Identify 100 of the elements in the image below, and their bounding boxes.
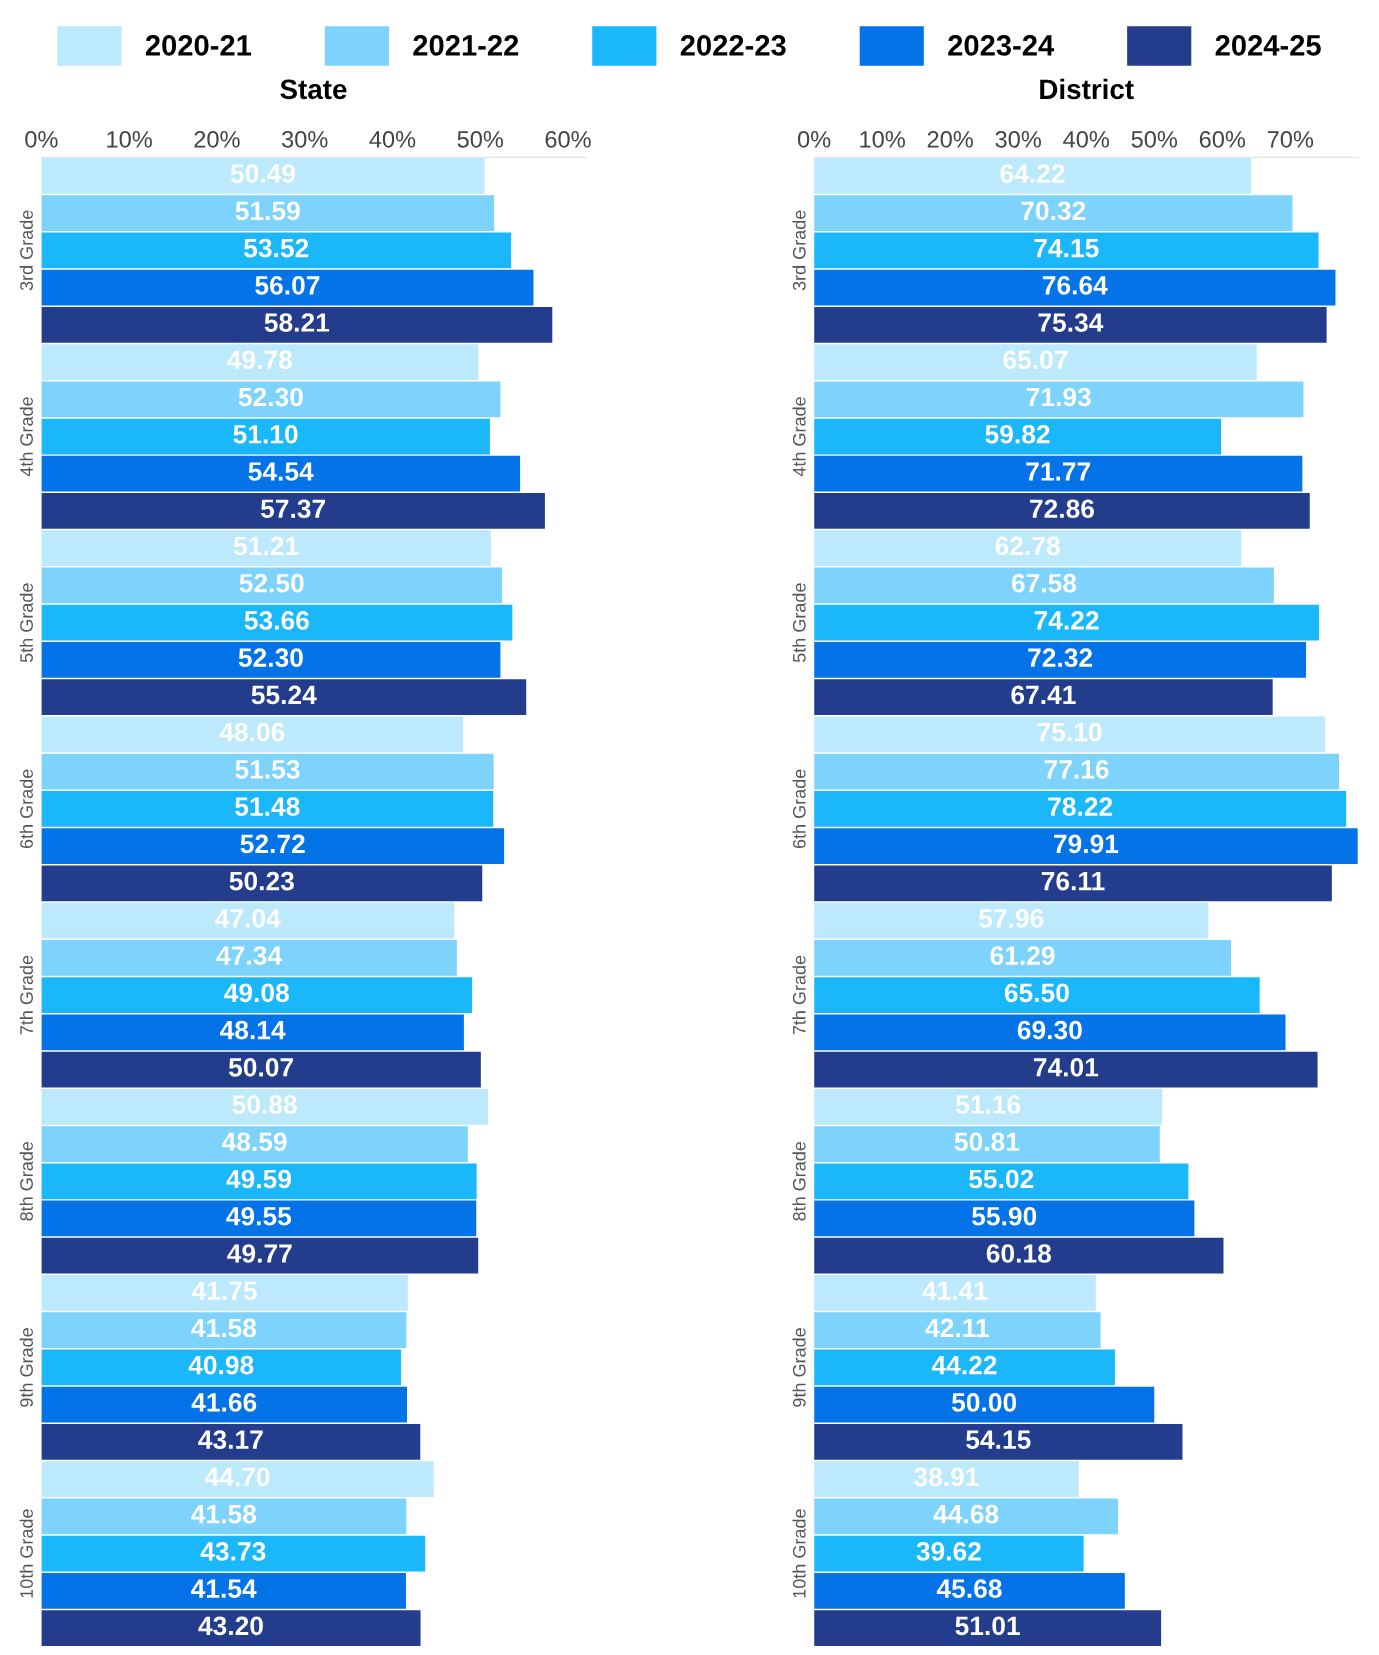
x-tick-label: 60%: [545, 130, 591, 148]
bar: [41, 939, 457, 976]
x-tick-label: 50%: [1131, 130, 1178, 148]
data-label: 41.58: [191, 1504, 257, 1524]
data-label: 45.68: [936, 1579, 1002, 1598]
y-tick-label: 4th Grade: [792, 397, 806, 477]
bar: [814, 604, 1319, 641]
y-tick-label: 5th Grade: [792, 583, 806, 663]
bar: [814, 1312, 1101, 1349]
bar: [814, 567, 1274, 604]
bar: [814, 418, 1222, 455]
bar: [814, 1275, 1096, 1311]
x-tick-label: 20%: [927, 130, 973, 148]
data-label: 79.91: [1054, 834, 1119, 854]
data-label: 41.75: [191, 1281, 257, 1301]
data-label: 50.23: [229, 871, 294, 891]
y-tick-label: 8th Grade: [19, 1141, 33, 1221]
data-label: 51.10: [233, 424, 298, 444]
bar: [814, 1200, 1195, 1237]
data-label: 41.54: [191, 1579, 257, 1598]
x-tick-label: 40%: [1063, 130, 1110, 148]
bar: [41, 1610, 421, 1646]
data-label: 51.01: [955, 1616, 1020, 1636]
data-label: 43.20: [198, 1616, 263, 1636]
y-tick-label: 3rd Grade: [792, 210, 806, 291]
bar: [814, 1572, 1125, 1609]
bar: [41, 1461, 434, 1498]
bar: [41, 157, 485, 194]
data-label: 74.22: [1034, 611, 1099, 630]
bar: [41, 791, 494, 827]
data-label: 52.72: [240, 834, 305, 854]
bar: [41, 306, 553, 343]
bar: [41, 418, 490, 455]
data-label: 54.54: [248, 462, 314, 481]
legend-label: 2022-23: [680, 35, 786, 56]
y-tick-label: 5th Grade: [19, 583, 33, 663]
data-label: 71.77: [1026, 462, 1091, 481]
data-label: 49.59: [226, 1169, 292, 1189]
bar: [814, 828, 1358, 864]
data-label: 52.30: [238, 387, 303, 407]
bar: [814, 865, 1332, 902]
y-tick-label: 7th Grade: [19, 955, 33, 1035]
data-label: 67.41: [1011, 685, 1076, 705]
bar: [814, 1088, 1163, 1125]
data-label: 51.53: [235, 760, 300, 779]
x-tick-label: 30%: [995, 130, 1041, 148]
y-tick-label: 8th Grade: [792, 1141, 806, 1221]
bar: [41, 530, 491, 567]
bar: [41, 567, 503, 604]
bar: [41, 195, 495, 231]
data-label: 55.90: [972, 1206, 1037, 1226]
bar: [814, 1386, 1155, 1423]
bar: [41, 642, 501, 678]
data-label: 65.07: [1003, 350, 1068, 370]
data-label: 39.62: [916, 1542, 981, 1561]
bar: [41, 455, 521, 492]
data-label: 52.50: [239, 573, 304, 593]
data-label: 61.29: [990, 946, 1055, 965]
data-label: 41.66: [191, 1393, 257, 1412]
data-label: 57.96: [979, 908, 1044, 928]
x-tick-label: 0%: [797, 130, 831, 148]
data-label: 47.04: [215, 908, 281, 928]
data-label: 55.24: [251, 685, 317, 705]
data-label: 50.07: [228, 1057, 293, 1077]
data-label: 76.11: [1041, 871, 1105, 891]
data-label: 51.21: [233, 536, 299, 556]
y-tick-label: 3rd Grade: [19, 210, 33, 291]
bar: [814, 1163, 1189, 1200]
bar: [41, 1237, 479, 1274]
data-label: 65.50: [1004, 983, 1069, 1003]
data-label: 50.49: [230, 164, 295, 183]
bar: [41, 1386, 408, 1423]
x-tick-label: 0%: [25, 130, 58, 148]
data-label: 50.00: [951, 1393, 1017, 1412]
data-label: 78.22: [1048, 797, 1113, 816]
bar: [41, 679, 527, 716]
x-tick-label: 20%: [194, 130, 240, 148]
data-label: 41.41: [922, 1281, 988, 1300]
bar: [41, 604, 513, 641]
data-label: 55.02: [969, 1169, 1034, 1189]
data-label: 58.21: [264, 313, 330, 332]
y-tick-label: 9th Grade: [19, 1328, 33, 1407]
y-tick-label: 10th Grade: [792, 1509, 806, 1598]
bar: [41, 1312, 407, 1349]
bar: [814, 791, 1347, 827]
x-tick-label: 10%: [107, 130, 152, 148]
bar: [41, 1163, 477, 1200]
bar: [41, 1088, 488, 1125]
bar: [814, 1498, 1119, 1535]
bar: [814, 679, 1273, 716]
data-label: 64.22: [1000, 164, 1065, 183]
bar: [814, 1424, 1183, 1460]
data-label: 53.52: [244, 238, 309, 258]
bar: [41, 381, 501, 418]
bar: [814, 195, 1293, 231]
legend-label: 2024-25: [1215, 35, 1321, 56]
data-label: 43.17: [198, 1430, 263, 1450]
data-label: 42.11: [925, 1318, 989, 1338]
data-label: 49.08: [224, 983, 289, 1003]
data-label: 44.22: [931, 1355, 997, 1375]
